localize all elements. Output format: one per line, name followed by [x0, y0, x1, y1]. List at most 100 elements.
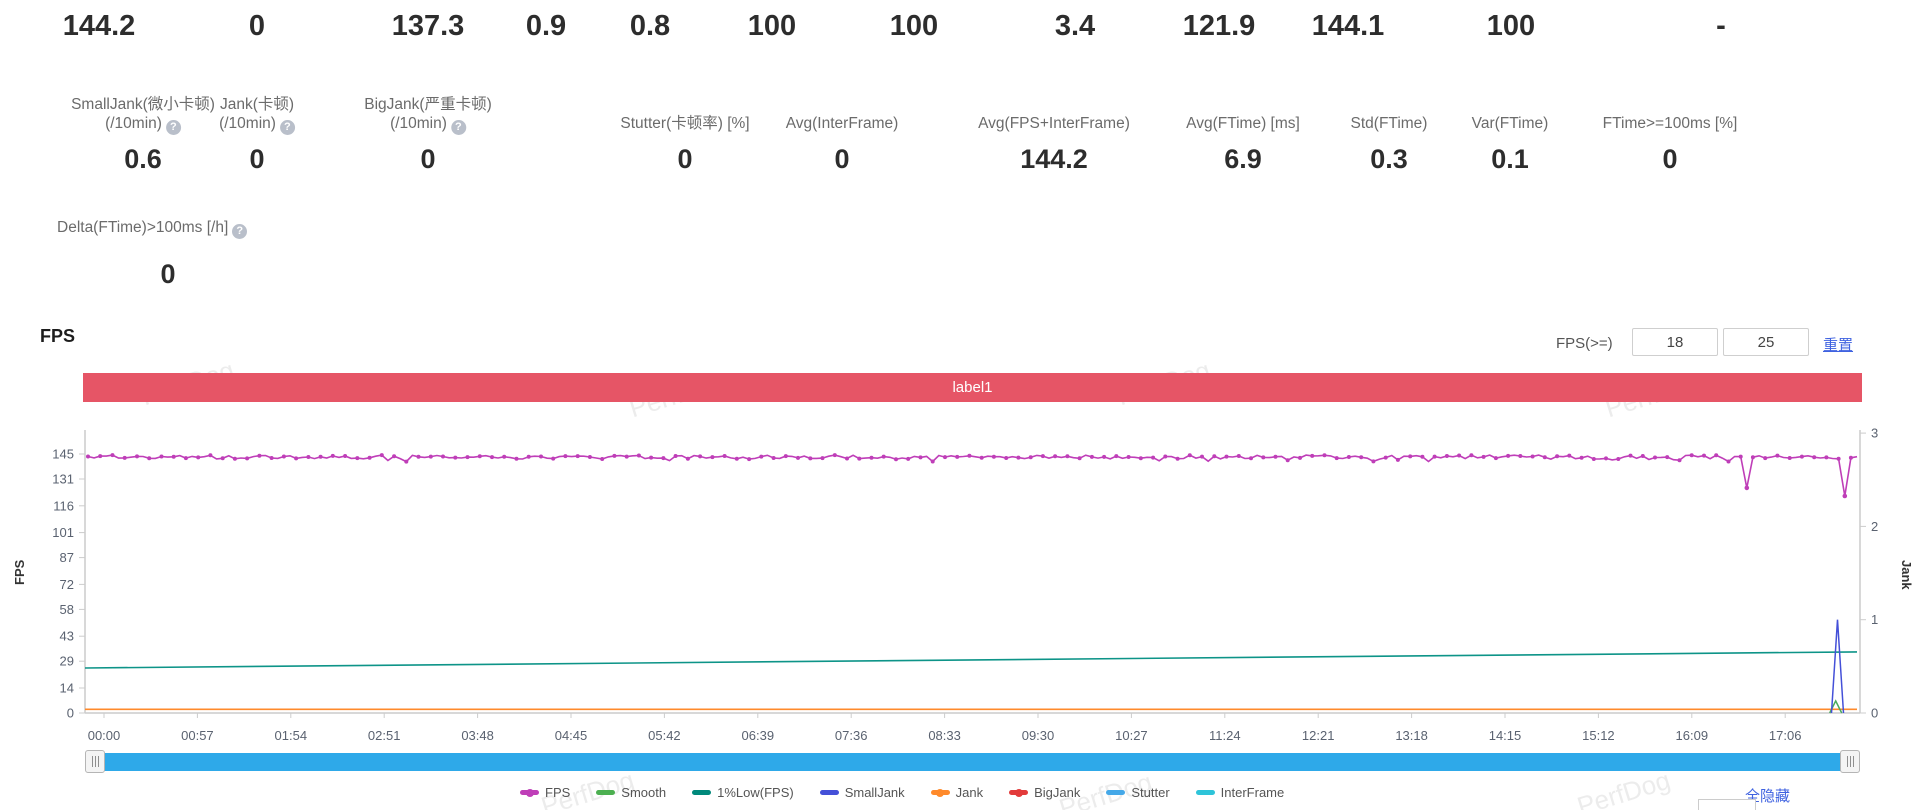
- svg-text:04:45: 04:45: [555, 728, 588, 743]
- legend-label: Jank: [955, 785, 984, 800]
- stat-value-stutter: 0: [677, 144, 693, 174]
- legend-label: FPS: [545, 785, 571, 800]
- svg-text:145: 145: [52, 447, 74, 462]
- stat-top-value-6: 100: [747, 10, 797, 42]
- stat-label-avg-ftime: Avg(FTime) [ms]: [1186, 114, 1300, 133]
- stat-top-value-9: 121.9: [1182, 10, 1256, 42]
- fps-min-input[interactable]: [1632, 328, 1718, 356]
- stat-value-bigjank: 0: [420, 144, 436, 174]
- svg-text:Jank: Jank: [1899, 560, 1914, 590]
- svg-text:0: 0: [67, 706, 74, 721]
- stat-label-std-ftime: Std(FTime): [1351, 114, 1428, 133]
- fps-threshold-label: FPS(>=): [1556, 335, 1613, 352]
- legend-item-smalljank[interactable]: SmallJank: [819, 785, 905, 800]
- stat-label-line: (/10min): [105, 115, 162, 132]
- fps-max-input[interactable]: [1723, 328, 1809, 356]
- legend-item-smooth[interactable]: Smooth: [596, 785, 666, 800]
- legend-label: InterFrame: [1220, 785, 1285, 800]
- svg-text:05:42: 05:42: [648, 728, 681, 743]
- stat-value-std-ftime: 0.3: [1370, 144, 1408, 174]
- legend-item-stutter[interactable]: Stutter: [1106, 785, 1170, 800]
- stat-top-value-2: 0: [248, 10, 266, 42]
- svg-text:11:24: 11:24: [1209, 728, 1241, 743]
- legend-label: Stutter: [1131, 785, 1170, 800]
- chart-legend: FPS Smooth 1%Low(FPS) SmallJank Jank BigJank S…: [520, 785, 1284, 800]
- svg-text:2: 2: [1871, 519, 1878, 534]
- stat-label-line: SmallJank(微小卡顿): [71, 96, 215, 113]
- stat-label-line: Avg(FPS+InterFrame): [978, 115, 1130, 132]
- stat-value-avg-fps-interframe: 144.2: [1020, 144, 1088, 174]
- svg-text:07:36: 07:36: [835, 728, 868, 743]
- legend-item-interframe[interactable]: InterFrame: [1195, 785, 1285, 800]
- legend-label: SmallJank: [844, 785, 905, 800]
- stat-top-value-7: 100: [889, 10, 939, 42]
- legend-dot-icon: [1014, 788, 1023, 797]
- stat-value-delta-ftime: 0: [160, 259, 176, 289]
- legend-marker-icon: [596, 790, 616, 795]
- legend-marker-icon: [1106, 790, 1126, 795]
- fps-section-title: FPS: [40, 326, 76, 346]
- grip-icon: [91, 756, 99, 767]
- stat-label-line: Stutter(卡顿率) [%]: [620, 115, 750, 132]
- stat-label-avg-fps-interframe: Avg(FPS+InterFrame): [978, 114, 1130, 133]
- stat-label-delta-ftime: Delta(FTime)>100ms [/h]?: [57, 219, 248, 239]
- hide-all-link[interactable]: 全隐藏: [1745, 788, 1791, 805]
- stat-value-avg-interframe: 0: [834, 144, 850, 174]
- stat-value-jank: 0: [249, 144, 265, 174]
- legend-marker-icon: [930, 788, 950, 797]
- stat-value-smalljank: 0.6: [124, 144, 162, 174]
- stat-top-value-3: 137.3: [391, 10, 465, 42]
- chart-scrollbar[interactable]: [85, 750, 1860, 775]
- help-icon[interactable]: ?: [232, 224, 248, 239]
- stat-top-value-1: 144.2: [62, 10, 136, 42]
- svg-text:FPS: FPS: [12, 559, 27, 585]
- svg-text:1: 1: [1871, 612, 1878, 627]
- scrollbar-left-handle[interactable]: [85, 750, 105, 773]
- svg-text:3: 3: [1871, 426, 1878, 441]
- legend-label: Smooth: [621, 785, 667, 800]
- stat-label-bigjank: BigJank(严重卡顿) (/10min)?: [364, 95, 492, 135]
- stat-value-avg-ftime: 6.9: [1224, 144, 1262, 174]
- stat-top-value-5: 0.8: [629, 10, 671, 42]
- svg-text:09:30: 09:30: [1022, 728, 1055, 743]
- svg-text:14:15: 14:15: [1489, 728, 1522, 743]
- legend-item-bigjank[interactable]: BigJank: [1009, 785, 1080, 800]
- svg-text:14: 14: [60, 680, 74, 695]
- help-icon[interactable]: ?: [279, 120, 295, 135]
- svg-text:10:27: 10:27: [1115, 728, 1148, 743]
- legend-dot-icon: [525, 788, 534, 797]
- legend-item-fps[interactable]: FPS: [520, 785, 570, 800]
- svg-text:01:54: 01:54: [275, 728, 308, 743]
- svg-text:00:00: 00:00: [88, 728, 121, 743]
- stat-label-ftime-100ms: FTime>=100ms [%]: [1603, 114, 1738, 133]
- reset-link[interactable]: 重置: [1823, 337, 1854, 354]
- legend-item-1-low-fps-[interactable]: 1%Low(FPS): [692, 785, 794, 800]
- scrollbar-selected-range[interactable]: [95, 753, 1850, 771]
- grip-icon: [1846, 756, 1854, 767]
- stat-label-line: Delta(FTime)>100ms [/h]: [57, 219, 229, 236]
- svg-text:87: 87: [60, 550, 74, 565]
- stat-value-var-ftime: 0.1: [1491, 144, 1529, 174]
- scrollbar-right-handle[interactable]: [1840, 750, 1860, 773]
- stat-value-ftime-100ms: 0: [1662, 144, 1678, 174]
- stat-top-value-12: -: [1716, 10, 1726, 42]
- chart-label-bar: label1: [83, 373, 1862, 402]
- svg-text:131: 131: [52, 472, 74, 487]
- svg-text:0: 0: [1871, 706, 1878, 721]
- help-icon[interactable]: ?: [450, 120, 466, 135]
- stat-label-line: Jank(卡顿): [219, 96, 295, 113]
- legend-item-jank[interactable]: Jank: [930, 785, 984, 800]
- help-icon[interactable]: ?: [165, 120, 181, 135]
- legend-label: 1%Low(FPS): [717, 785, 794, 800]
- legend-label: BigJank: [1034, 785, 1081, 800]
- stat-label-stutter: Stutter(卡顿率) [%]: [620, 114, 749, 133]
- svg-text:03:48: 03:48: [461, 728, 494, 743]
- stat-top-value-10: 144.1: [1311, 10, 1385, 42]
- svg-text:43: 43: [60, 629, 74, 644]
- legend-marker-icon: [819, 790, 839, 795]
- svg-text:101: 101: [52, 525, 74, 540]
- svg-text:29: 29: [60, 654, 74, 669]
- svg-text:08:33: 08:33: [928, 728, 961, 743]
